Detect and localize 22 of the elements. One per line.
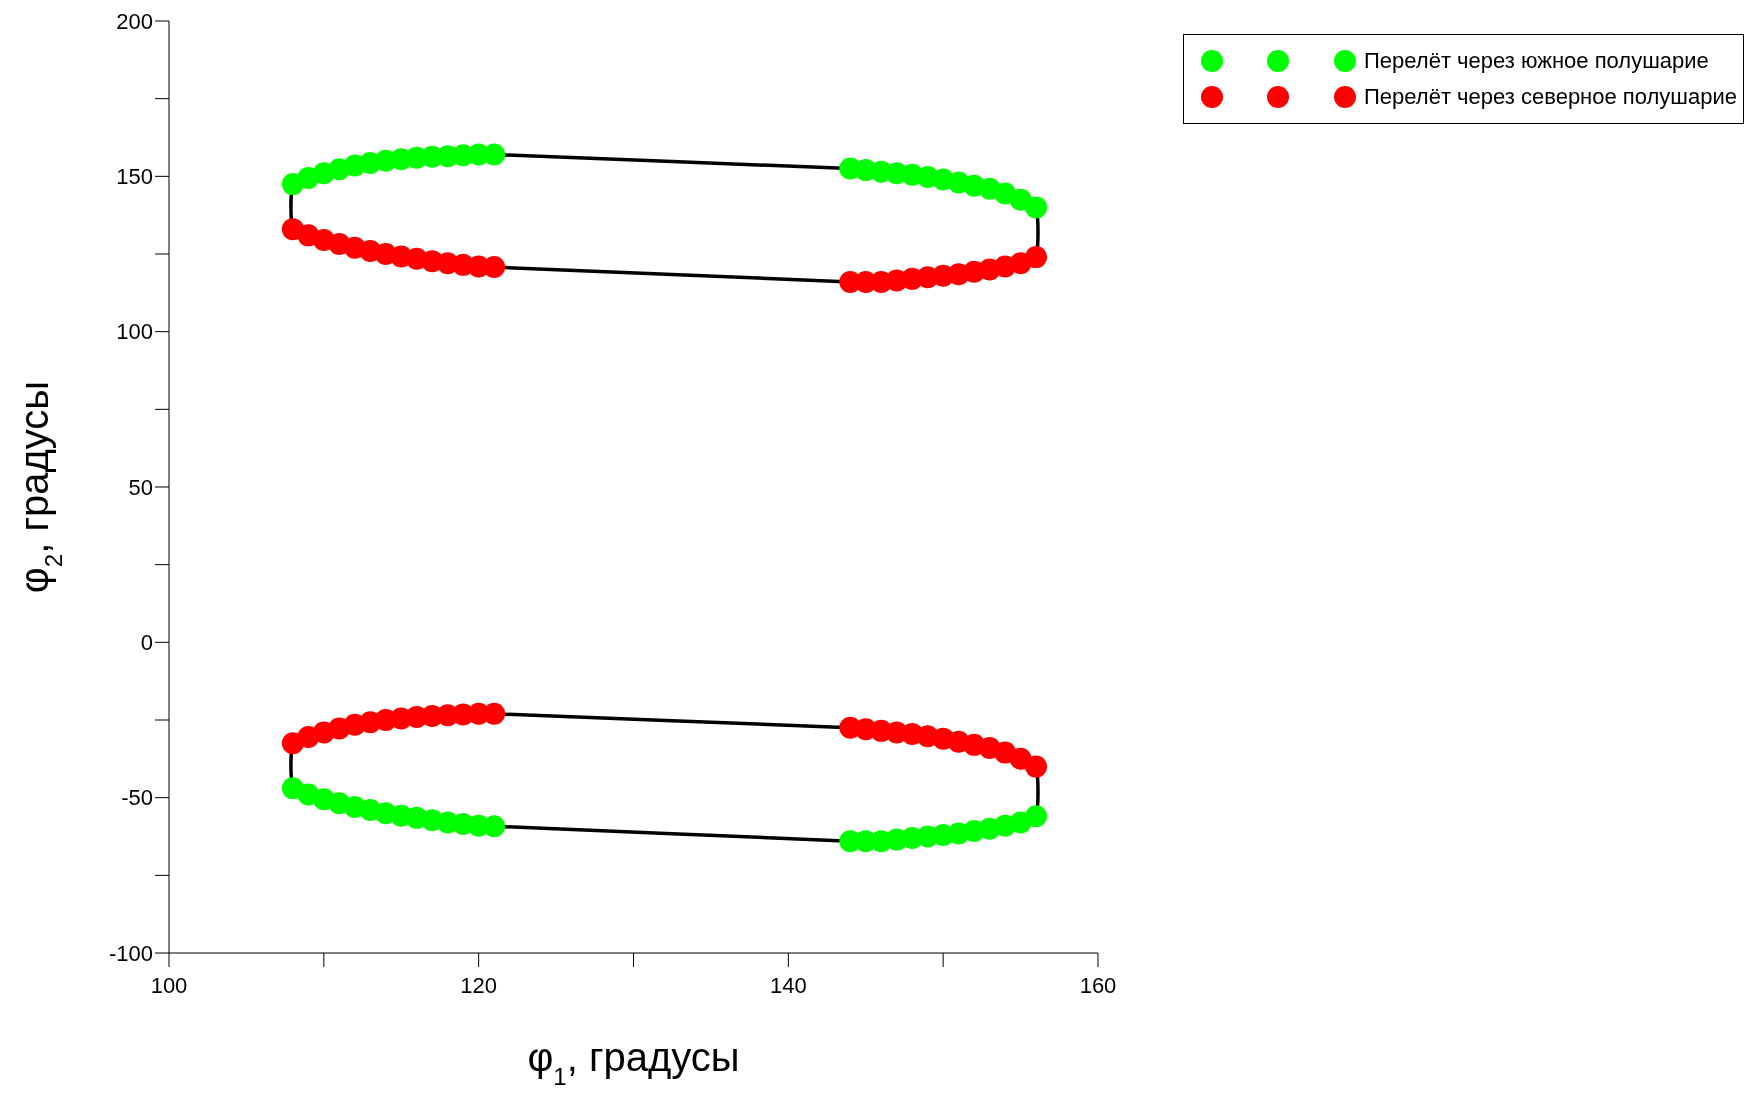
y-tick-label: 0 (140, 630, 153, 656)
x-tick-label: 140 (769, 972, 807, 998)
point (483, 815, 506, 838)
point (483, 256, 506, 279)
x-tick-label: 100 (150, 972, 188, 998)
x-tick-label: 120 (460, 972, 498, 998)
x-tick-label: 160 (1079, 972, 1117, 998)
x-axis-title: φ$_{1}$, градусы (527, 1035, 740, 1090)
point (483, 702, 506, 725)
point (1025, 805, 1048, 828)
point (1025, 246, 1048, 269)
y-tick-label: 200 (116, 8, 153, 34)
legend-label: Перелёт через южное полушарие (1364, 48, 1709, 74)
point (483, 143, 506, 166)
y-tick-label: 100 (116, 319, 153, 345)
y-tick-label: 150 (116, 164, 153, 190)
point (1025, 196, 1048, 219)
y-tick-label: -50 (121, 785, 153, 811)
y-tick-label: 50 (128, 474, 153, 500)
point (1025, 755, 1048, 778)
legend-label: Перелёт через северное полушарие (1364, 84, 1737, 110)
y-tick-label: -100 (108, 940, 153, 966)
